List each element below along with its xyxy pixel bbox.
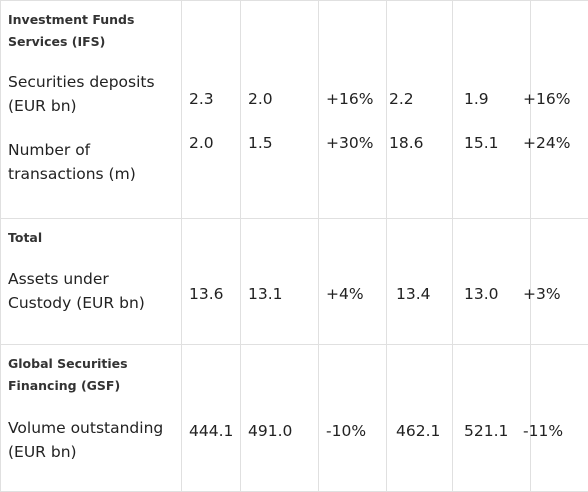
table-value: +16% <box>326 87 386 111</box>
table-value: 2.0 <box>189 131 240 155</box>
table-value: 13.6 <box>189 282 240 306</box>
label-cell: Investment Funds Services (IFS) Securiti… <box>1 1 182 219</box>
table-value: 1.9 <box>464 87 530 111</box>
table-value: +16% <box>523 87 588 111</box>
table-value: 521.1 <box>464 419 530 443</box>
row-label: Number of transactions (m) <box>8 138 143 186</box>
table-value: -10% <box>326 419 386 443</box>
table-value: 444.1 <box>189 419 240 443</box>
table-value: 2.2 <box>389 87 452 111</box>
value-cell: +16% +24% <box>531 1 588 219</box>
table-value: -11% <box>523 419 588 443</box>
value-cell: 491.0 <box>241 345 319 492</box>
value-cell: -10% <box>319 345 387 492</box>
label-cell: Total Assets under Custody (EUR bn) <box>1 219 182 345</box>
value-cell: +3% <box>531 219 588 345</box>
section-row-total: Total Assets under Custody (EUR bn) 13.6… <box>1 219 588 345</box>
row-label: Volume outstanding (EUR bn) <box>8 416 180 464</box>
value-cell: 1.9 15.1 <box>453 1 531 219</box>
value-cell: 521.1 <box>453 345 531 492</box>
table-value: 2.3 <box>189 87 240 111</box>
section-heading: Investment Funds Services (IFS) <box>8 9 138 53</box>
section-heading: Global Securities Financing (GSF) <box>8 353 148 397</box>
section-row-ifs: Investment Funds Services (IFS) Securiti… <box>1 1 588 219</box>
value-cell: 13.4 <box>387 219 453 345</box>
label-cell: Global Securities Financing (GSF) Volume… <box>1 345 182 492</box>
table-value: 13.4 <box>396 282 452 306</box>
section-heading: Total <box>8 227 181 249</box>
table-value: +3% <box>523 282 588 306</box>
table-value: 13.1 <box>248 282 318 306</box>
table-value: 491.0 <box>248 419 318 443</box>
row-label: Assets under Custody (EUR bn) <box>8 267 158 315</box>
value-cell: 13.0 <box>453 219 531 345</box>
table-value: 15.1 <box>464 131 530 155</box>
section-row-gsf: Global Securities Financing (GSF) Volume… <box>1 345 588 492</box>
value-cell: +4% <box>319 219 387 345</box>
row-label: Securities deposits (EUR bn) <box>8 70 168 118</box>
table-value: 2.0 <box>248 87 318 111</box>
value-cell: 444.1 <box>182 345 241 492</box>
table-value: 1.5 <box>248 131 318 155</box>
value-cell: 13.1 <box>241 219 319 345</box>
table-value: +24% <box>523 131 588 155</box>
value-cell: 13.6 <box>182 219 241 345</box>
table-value: 462.1 <box>396 419 452 443</box>
value-cell: 2.0 1.5 <box>241 1 319 219</box>
value-cell: 462.1 <box>387 345 453 492</box>
table-value: 13.0 <box>464 282 530 306</box>
table-value: +30% <box>326 131 386 155</box>
value-cell: +16% +30% <box>319 1 387 219</box>
value-cell: -11% <box>531 345 588 492</box>
table-value: +4% <box>326 282 386 306</box>
value-cell: 2.2 18.6 <box>387 1 453 219</box>
table-value: 18.6 <box>389 131 452 155</box>
value-cell: 2.3 2.0 <box>182 1 241 219</box>
